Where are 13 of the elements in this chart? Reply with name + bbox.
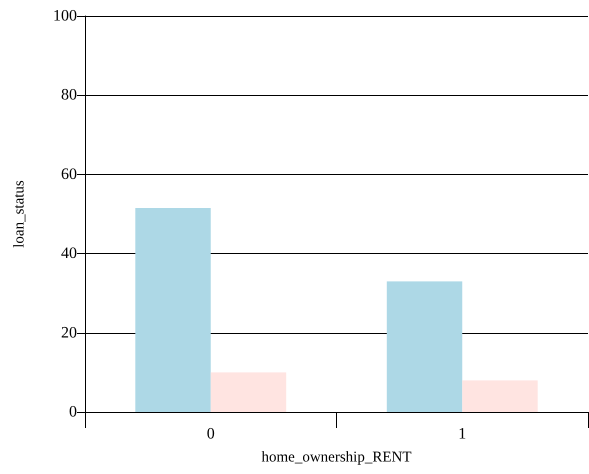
bar — [210, 372, 286, 412]
x-tick-label: 1 — [458, 426, 466, 442]
y-tick-label: 100 — [53, 8, 77, 24]
y-tick-label: 20 — [61, 324, 77, 342]
bar — [135, 208, 211, 412]
bar — [462, 380, 538, 412]
y-axis-title: loan_status — [12, 180, 28, 248]
y-tick-label: 80 — [61, 86, 77, 104]
x-axis-title: home_ownership_RENT — [262, 450, 412, 466]
bar — [386, 281, 462, 412]
y-tick-label: 60 — [61, 166, 77, 183]
y-tick-label: 40 — [61, 245, 77, 262]
y-tick-label: 0 — [69, 404, 77, 420]
